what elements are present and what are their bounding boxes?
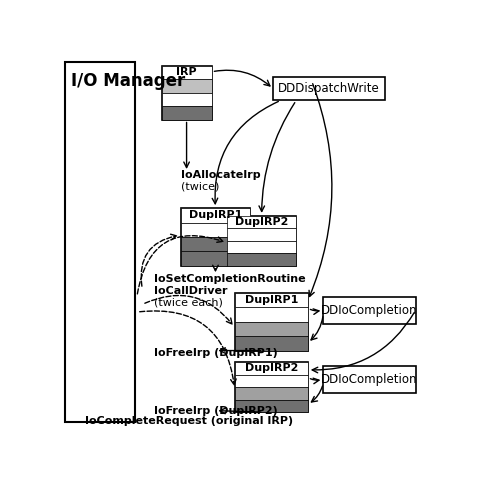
Text: I/O Manager: I/O Manager	[71, 72, 185, 90]
Bar	[161, 93, 212, 106]
Text: IoAllocateIrp: IoAllocateIrp	[181, 170, 260, 180]
Bar	[235, 362, 308, 375]
Text: DDDispatchWrite: DDDispatchWrite	[278, 82, 380, 95]
Text: DDIoCompletion: DDIoCompletion	[321, 373, 418, 386]
Bar	[323, 297, 415, 324]
Text: (twice): (twice)	[181, 182, 219, 192]
Text: IoSetCompletionRoutine: IoSetCompletionRoutine	[154, 274, 306, 284]
Bar	[65, 62, 134, 422]
Bar	[235, 362, 308, 412]
Text: DupIRP2: DupIRP2	[235, 217, 288, 227]
Bar	[235, 322, 308, 336]
Text: DupIRP1: DupIRP1	[244, 295, 298, 305]
Text: IoFreeIrp (DupIRP1): IoFreeIrp (DupIRP1)	[154, 348, 278, 358]
Bar	[235, 307, 308, 322]
Bar	[235, 387, 308, 399]
Text: DupIRP2: DupIRP2	[244, 363, 298, 373]
Bar	[161, 66, 212, 79]
Text: (twice each): (twice each)	[154, 297, 223, 307]
Bar	[235, 293, 308, 351]
Bar	[235, 293, 308, 307]
Bar	[161, 79, 212, 93]
Bar	[323, 366, 415, 393]
Bar	[227, 228, 296, 241]
Bar	[235, 336, 308, 351]
Bar	[227, 216, 296, 266]
Bar	[227, 254, 296, 266]
Bar	[181, 237, 250, 252]
Bar	[227, 216, 296, 228]
Text: IoCompleteRequest (original IRP): IoCompleteRequest (original IRP)	[84, 416, 293, 426]
Bar	[181, 223, 250, 237]
Bar	[181, 208, 250, 223]
Bar	[273, 77, 385, 100]
Bar	[235, 399, 308, 412]
Bar	[181, 252, 250, 266]
Text: IRP: IRP	[176, 68, 197, 77]
Bar	[161, 66, 212, 120]
Bar	[235, 375, 308, 387]
Bar	[181, 208, 250, 266]
Bar	[161, 106, 212, 120]
Text: IoFreeIrp (DupIRP2): IoFreeIrp (DupIRP2)	[154, 406, 278, 415]
Text: IoCallDriver: IoCallDriver	[154, 285, 228, 296]
Text: DupIRP1: DupIRP1	[189, 210, 242, 220]
Text: DDIoCompletion: DDIoCompletion	[321, 304, 418, 317]
Bar	[227, 241, 296, 254]
